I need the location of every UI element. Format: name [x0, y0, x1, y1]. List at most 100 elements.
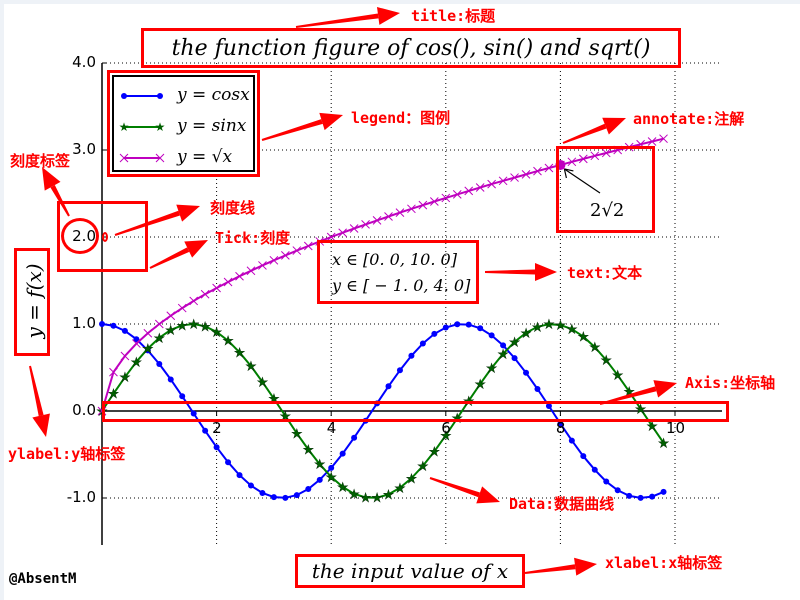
- star-marker-icon: ★: [474, 377, 486, 392]
- tick-label-highlight-circle: [61, 218, 99, 254]
- dot-marker-icon: [351, 434, 358, 441]
- arrow-icon-tick-label: [42, 167, 70, 217]
- x-marker-icon: [303, 241, 313, 251]
- star-marker-icon: ★: [142, 342, 154, 357]
- x-axis-label: the input value of x: [311, 559, 509, 583]
- star-marker-icon: ★: [360, 491, 372, 506]
- x-marker-icon: [475, 183, 485, 192]
- series-line: [101, 137, 664, 412]
- star-marker-icon: ★: [199, 320, 211, 335]
- legend-label: y = cosx: [177, 85, 250, 105]
- star-marker-icon: ★: [325, 470, 337, 485]
- line-dot-marker-icon: [121, 93, 163, 99]
- dot-marker-icon: [328, 464, 335, 471]
- x-marker-icon: [429, 197, 439, 206]
- y-tick-label: -1.0: [66, 488, 96, 506]
- annotation-text: 2√2: [590, 200, 625, 221]
- star-marker-icon: ★: [383, 488, 395, 503]
- page-left-edge: [0, 0, 4, 600]
- tick-highlight-box: [57, 201, 148, 272]
- x-marker-icon: [395, 208, 405, 217]
- legend-frame: y = cosx ★ ★ y = sinx y = √x: [112, 75, 255, 172]
- x-axis-highlight-box: [102, 401, 729, 422]
- series-line: [101, 323, 664, 499]
- dot-marker-icon: [282, 494, 289, 501]
- star-marker-icon: ★: [394, 481, 406, 496]
- dot-marker-icon: [557, 420, 564, 427]
- dot-marker-icon: [179, 393, 186, 400]
- dot-marker-icon: [465, 321, 472, 328]
- dot-marker-icon: [500, 342, 507, 349]
- dot-marker-icon: [385, 383, 392, 390]
- x-marker-icon: [567, 157, 577, 167]
- arrow-icon-xlabel: [524, 557, 597, 576]
- arrow-icon-data: [429, 477, 500, 504]
- x-marker-icon: [659, 134, 668, 144]
- x-marker-icon: [544, 163, 554, 173]
- star-marker-icon: ★: [245, 360, 257, 375]
- star-marker-icon: ★: [566, 323, 578, 338]
- dot-marker-icon: [568, 437, 575, 444]
- x-tick-label: 4: [326, 419, 337, 437]
- x-marker-icon: [407, 204, 416, 214]
- star-marker-icon: ★: [577, 330, 589, 345]
- star-marker-icon: ★: [257, 375, 269, 390]
- annotation-tick-label: 刻度标签: [10, 152, 71, 170]
- x-marker-icon: [326, 232, 336, 242]
- star-marker-icon: ★: [188, 318, 200, 333]
- star-marker-icon: ★: [497, 347, 509, 362]
- dot-marker-icon: [225, 459, 232, 466]
- legend-item-sin: ★ ★ y = sinx: [114, 112, 253, 142]
- annotation-text: text:文本: [567, 264, 643, 282]
- star-marker-icon: ★: [211, 325, 223, 340]
- annotation-title: title:标题: [411, 7, 496, 25]
- x-marker-icon: [223, 277, 233, 287]
- x-marker-icon: [384, 212, 393, 221]
- legend-item-cos: y = cosx: [114, 81, 253, 111]
- star-marker-icon: ★: [348, 487, 360, 502]
- annotation-arrow: [564, 168, 601, 194]
- y-axis-label: y = f(x): [22, 263, 46, 339]
- star-marker-icon: ★: [119, 371, 131, 386]
- x-tick-label: 8: [555, 419, 566, 437]
- dot-marker-icon: [431, 330, 438, 337]
- dot-marker-icon: [511, 355, 518, 362]
- y-tick-label: 0.0: [72, 401, 96, 419]
- dot-marker-icon: [167, 376, 174, 383]
- star-marker-icon: ★: [222, 334, 234, 349]
- x-marker-icon: [578, 154, 588, 164]
- x-marker-icon: [258, 261, 267, 270]
- x-tick-label: 10: [666, 419, 686, 437]
- tick-mark-highlight: [102, 232, 108, 242]
- star-marker-icon: ★: [555, 318, 567, 333]
- dot-marker-icon: [580, 453, 587, 460]
- x-marker-icon: [143, 328, 153, 338]
- chart-title: the function figure of cos(), sin() and …: [141, 28, 681, 68]
- dot-marker-icon: [591, 466, 598, 473]
- annotation-axis: Axis:坐标轴: [685, 374, 776, 392]
- arrow-icon-tick: [149, 240, 208, 269]
- x-marker-icon: [441, 193, 451, 203]
- star-marker-icon: ★: [131, 355, 143, 370]
- dot-marker-icon: [396, 367, 403, 374]
- star-marker-icon: ★: [176, 319, 188, 334]
- dot-marker-icon: [339, 450, 346, 457]
- x-range-text: x ∈ [0. 0, 10. 0]: [332, 250, 457, 269]
- star-marker-icon: ★: [658, 436, 670, 451]
- dot-marker-icon: [259, 489, 266, 496]
- dot-marker-icon: [408, 352, 415, 359]
- x-marker-icon: [533, 166, 542, 176]
- svg-text:★: ★: [119, 120, 130, 134]
- dot-marker-icon: [614, 487, 621, 494]
- dot-marker-icon: [534, 385, 541, 392]
- dot-marker-icon: [523, 369, 530, 376]
- legend: y = cosx ★ ★ y = sinx y = √x: [107, 70, 260, 177]
- x-marker-icon: [109, 367, 118, 377]
- x-marker-icon: [269, 255, 279, 265]
- dot-marker-icon: [626, 492, 633, 499]
- dot-marker-icon: [202, 427, 209, 434]
- star-marker-icon: ★: [371, 491, 383, 506]
- x-marker-icon: [166, 311, 176, 321]
- dot-marker-icon: [99, 321, 105, 327]
- star-marker-icon: ★: [509, 335, 521, 350]
